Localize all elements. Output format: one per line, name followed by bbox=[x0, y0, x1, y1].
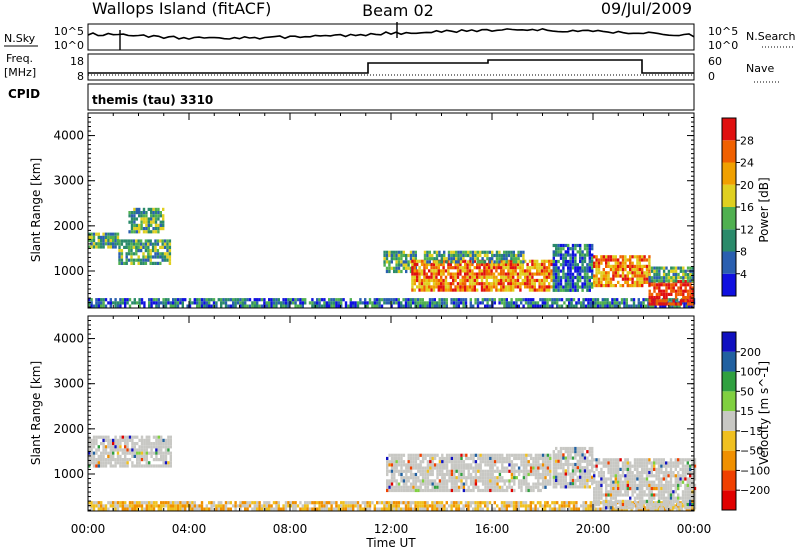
nave-label: Nave bbox=[746, 62, 774, 75]
freq-tick-bottom: 8 bbox=[77, 70, 84, 83]
velocity-colorbar-tick-6: −100 bbox=[740, 464, 770, 477]
velocity-colorbar-tick-0: 200 bbox=[740, 346, 761, 359]
noise-tick-bottom-right: 10^0 bbox=[708, 39, 738, 52]
velocity-colorbar-tick-7: −200 bbox=[740, 484, 770, 497]
noise-tick-top-right: 10^5 bbox=[708, 25, 738, 38]
velocity-cells-ytick-2: 3000 bbox=[53, 377, 84, 391]
noise-tick-bottom-left: 10^0 bbox=[54, 39, 84, 52]
power-cells-ytick-1: 2000 bbox=[53, 219, 84, 233]
power-colorbar-tick-1: 8 bbox=[740, 246, 747, 259]
velocity-colorbar-tick-5: −50 bbox=[740, 445, 763, 458]
noise-tick-top-left: 10^5 bbox=[54, 25, 84, 38]
power-colorbar-label: Power [dB] bbox=[757, 177, 771, 242]
time-tick-1: 04:00 bbox=[172, 522, 207, 536]
time-tick-2: 08:00 bbox=[273, 522, 308, 536]
velocity-cells-ytick-1: 2000 bbox=[53, 422, 84, 436]
time-tick-0: 00:00 bbox=[71, 522, 106, 536]
power-cells-ytick-2: 3000 bbox=[53, 174, 84, 188]
velocity-colorbar-tick-2: 50 bbox=[740, 385, 754, 398]
freq-unit: [MHz] bbox=[4, 66, 36, 79]
frequency-panel: Freq. [MHz] 18 8 60 0 Nave bbox=[4, 52, 780, 83]
nsearch-label: N.Search bbox=[746, 30, 796, 43]
freq-tick-top: 18 bbox=[70, 55, 84, 68]
power-cells-ytick-0: 1000 bbox=[53, 264, 84, 278]
velocity-panel: 1000 2000 3000 4000 Slant Range [km] bbox=[29, 315, 697, 512]
power-cells-ytick-3: 4000 bbox=[53, 129, 84, 143]
power-panel: 1000 2000 3000 4000 Slant Range [km] bbox=[29, 112, 696, 309]
power-y-axis-label: Slant Range [km] bbox=[29, 158, 43, 262]
nsky-label: N.Sky bbox=[4, 32, 36, 45]
frequency-line bbox=[88, 59, 694, 74]
velocity-data bbox=[88, 435, 697, 511]
freq-label: Freq. bbox=[6, 52, 33, 65]
power-data bbox=[88, 207, 696, 308]
power-colorbar-tick-4: 20 bbox=[740, 179, 754, 192]
velocity-cells-ytick-3: 4000 bbox=[53, 332, 84, 346]
power-colorbar: 4 8 12 16 20 24 28 bbox=[721, 117, 754, 297]
x-axis-label: Time UT bbox=[365, 536, 416, 550]
velocity-colorbar-tick-4: −15 bbox=[740, 425, 763, 438]
velocity-colorbar-label: Velocity [m s^-1] bbox=[757, 361, 771, 465]
power-colorbar-tick-2: 12 bbox=[740, 223, 754, 236]
time-tick-3: 12:00 bbox=[374, 522, 409, 536]
time-tick-4: 16:00 bbox=[475, 522, 510, 536]
velocity-cells-ytick-0: 1000 bbox=[53, 467, 84, 481]
noise-panel: N.Sky 10^5 10^0 10^5 10^0 N.Search bbox=[4, 22, 796, 52]
velocity-colorbar-tick-3: 15 bbox=[740, 405, 754, 418]
noise-sky-line bbox=[87, 27, 695, 40]
power-colorbar-tick-5: 24 bbox=[740, 157, 754, 170]
power-colorbar-tick-6: 28 bbox=[740, 134, 754, 147]
beam-title: Beam 02 bbox=[362, 1, 434, 20]
station-title: Wallops Island (fitACF) bbox=[92, 0, 271, 18]
date-title: 09/Jul/2009 bbox=[601, 0, 692, 18]
velocity-y-axis-label: Slant Range [km] bbox=[29, 361, 43, 465]
cpid-text: themis (tau) 3310 bbox=[92, 93, 213, 107]
nave-tick-bottom: 0 bbox=[708, 70, 715, 83]
velocity-colorbar-tick-1: 100 bbox=[740, 366, 761, 379]
cpid-panel: CPID themis (tau) 3310 bbox=[8, 83, 695, 111]
time-tick-6: 00:00 bbox=[677, 522, 712, 536]
cpid-label: CPID bbox=[8, 87, 40, 101]
time-tick-5: 20:00 bbox=[576, 522, 611, 536]
nave-tick-top: 60 bbox=[708, 55, 722, 68]
velocity-colorbar: 200 100 50 15 −15 −50 −100 −200 bbox=[721, 331, 770, 511]
power-colorbar-tick-3: 16 bbox=[740, 201, 754, 214]
power-colorbar-tick-0: 4 bbox=[740, 268, 747, 281]
